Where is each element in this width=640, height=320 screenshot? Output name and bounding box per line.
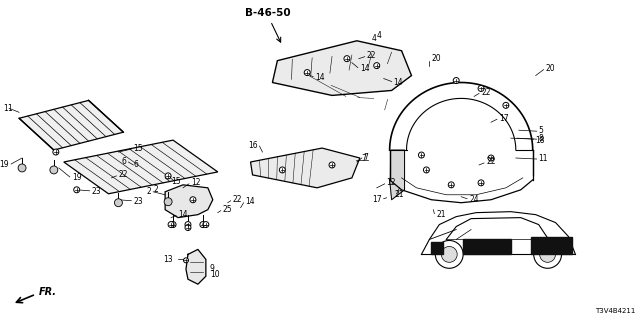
Text: 15: 15 <box>171 177 180 186</box>
Circle shape <box>442 246 457 262</box>
Text: 14: 14 <box>315 73 324 82</box>
Text: 22: 22 <box>118 171 128 180</box>
Text: 23: 23 <box>133 197 143 206</box>
Text: 23: 23 <box>92 187 101 196</box>
Text: 17: 17 <box>372 195 381 204</box>
Polygon shape <box>19 100 124 150</box>
Circle shape <box>203 221 209 228</box>
Circle shape <box>185 225 191 230</box>
Circle shape <box>280 167 285 173</box>
Circle shape <box>344 56 350 62</box>
Polygon shape <box>165 185 213 218</box>
Circle shape <box>50 166 58 174</box>
Text: 14: 14 <box>178 210 188 219</box>
Text: 21: 21 <box>436 210 446 219</box>
Circle shape <box>448 182 454 188</box>
Text: 12: 12 <box>387 178 396 187</box>
Text: 7: 7 <box>362 154 367 163</box>
Text: 1: 1 <box>8 104 12 113</box>
Text: FR.: FR. <box>39 287 57 297</box>
Text: 20: 20 <box>431 54 441 63</box>
Text: 13: 13 <box>163 255 173 264</box>
Text: 10: 10 <box>210 270 220 279</box>
Text: 6: 6 <box>122 157 126 166</box>
Text: 12: 12 <box>191 178 200 187</box>
Text: 2: 2 <box>147 187 151 196</box>
Text: 25: 25 <box>223 205 232 214</box>
Polygon shape <box>531 237 572 254</box>
Text: 1: 1 <box>3 104 8 113</box>
Polygon shape <box>463 239 511 254</box>
Circle shape <box>115 199 122 207</box>
Text: 4: 4 <box>377 31 381 40</box>
Text: 5: 5 <box>539 126 543 135</box>
Text: 22: 22 <box>486 157 495 166</box>
Circle shape <box>478 180 484 186</box>
Text: 24: 24 <box>469 195 479 204</box>
Circle shape <box>534 240 561 268</box>
Circle shape <box>503 102 509 108</box>
Text: 22: 22 <box>481 88 490 97</box>
Text: 14: 14 <box>394 78 403 87</box>
Text: 14: 14 <box>246 197 255 206</box>
Circle shape <box>419 152 424 158</box>
Text: T3V4B4211: T3V4B4211 <box>595 308 635 314</box>
Polygon shape <box>390 150 404 200</box>
Circle shape <box>74 187 79 193</box>
Polygon shape <box>186 249 206 284</box>
Text: 8: 8 <box>539 134 543 143</box>
Circle shape <box>164 198 172 206</box>
Text: 20: 20 <box>546 64 556 73</box>
Text: 22: 22 <box>233 195 242 204</box>
Circle shape <box>453 77 459 84</box>
Polygon shape <box>250 148 360 188</box>
Circle shape <box>190 197 196 203</box>
Text: 18: 18 <box>536 136 545 145</box>
Text: 22: 22 <box>367 51 376 60</box>
Circle shape <box>170 221 176 228</box>
Polygon shape <box>64 140 218 194</box>
Text: 16: 16 <box>248 140 257 149</box>
Text: 9: 9 <box>210 264 214 273</box>
Text: 19: 19 <box>72 173 81 182</box>
Circle shape <box>435 240 463 268</box>
Text: 11: 11 <box>539 154 548 163</box>
Text: 4: 4 <box>372 34 376 43</box>
Polygon shape <box>431 243 444 254</box>
Circle shape <box>478 85 484 92</box>
Circle shape <box>184 258 188 263</box>
Circle shape <box>540 246 556 262</box>
Text: 15: 15 <box>133 144 143 153</box>
Circle shape <box>53 149 59 155</box>
Circle shape <box>374 63 380 68</box>
Circle shape <box>329 162 335 168</box>
Text: 19: 19 <box>0 160 9 170</box>
Circle shape <box>200 221 206 228</box>
Text: 6: 6 <box>133 160 138 170</box>
Circle shape <box>304 69 310 76</box>
Text: B-46-50: B-46-50 <box>244 8 291 18</box>
Circle shape <box>488 155 494 161</box>
Circle shape <box>168 221 174 228</box>
Text: 7: 7 <box>364 153 369 162</box>
Circle shape <box>424 167 429 173</box>
Text: 2: 2 <box>154 185 158 194</box>
Circle shape <box>165 173 171 179</box>
Text: 14: 14 <box>360 64 369 73</box>
Circle shape <box>185 221 191 228</box>
Text: 21: 21 <box>395 190 404 199</box>
Circle shape <box>18 164 26 172</box>
Text: 17: 17 <box>499 114 509 123</box>
Polygon shape <box>273 41 412 95</box>
